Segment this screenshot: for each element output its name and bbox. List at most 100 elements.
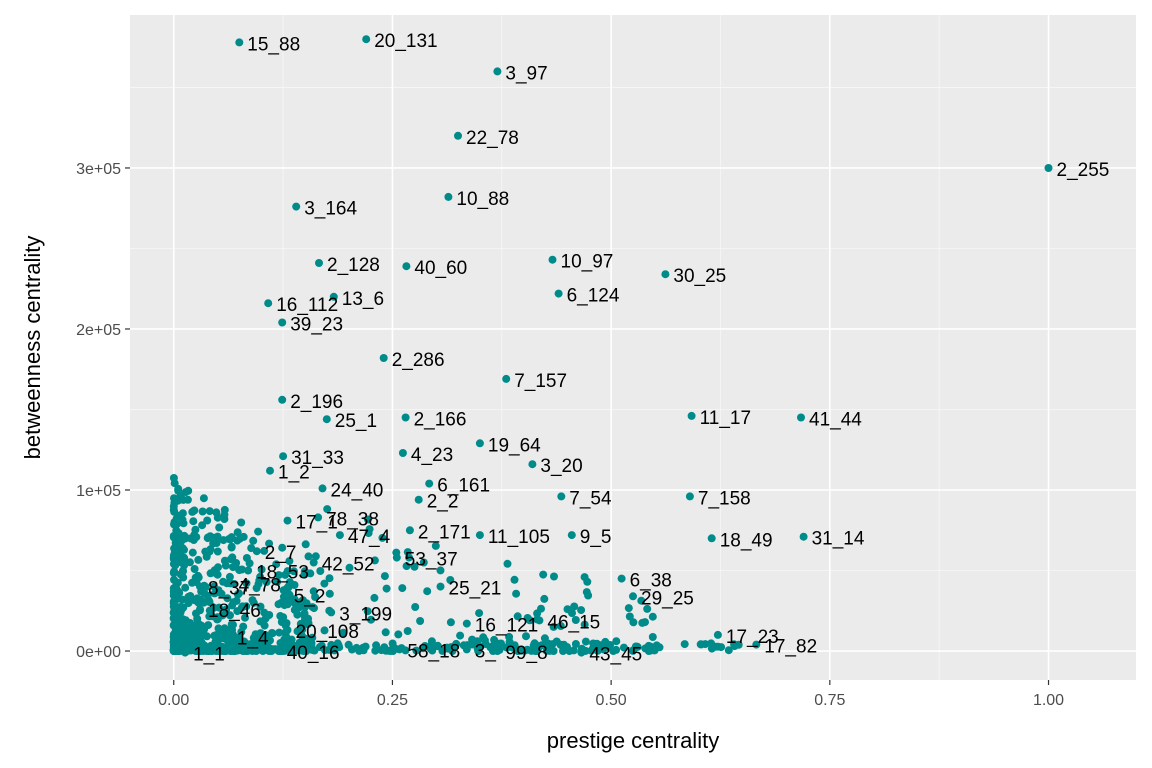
point-label: 6_38 [630, 571, 672, 592]
data-point [402, 562, 411, 571]
point-label: 6_124 [567, 286, 620, 307]
data-point [226, 579, 235, 588]
data-point [236, 641, 245, 649]
data-point [503, 559, 512, 568]
point-label: 10_88 [456, 189, 509, 210]
data-point [281, 570, 290, 579]
point-label: 17_82 [764, 637, 817, 658]
y-axis-title: betweenness centrality [20, 236, 45, 460]
data-point [612, 637, 621, 646]
data-point [213, 643, 222, 652]
point-label: 3_199 [339, 604, 392, 625]
data-point [629, 618, 638, 627]
data-point [293, 627, 302, 636]
data-point [215, 627, 224, 636]
data-point [335, 531, 344, 540]
point-label: 2_7 [265, 543, 297, 564]
point-label: 40_16 [287, 643, 340, 664]
data-point [557, 492, 566, 501]
data-point [411, 603, 420, 611]
data-point [707, 639, 716, 648]
data-point [323, 505, 332, 514]
data-point [402, 262, 411, 271]
x-tick-label: 1.00 [1033, 692, 1064, 709]
point-label: 3_164 [304, 199, 357, 220]
point-label: 10_97 [561, 252, 614, 273]
data-point [262, 578, 271, 586]
data-point [196, 582, 204, 591]
data-point [226, 611, 234, 620]
point-label: 2_128 [327, 255, 380, 276]
data-point [183, 495, 192, 504]
plot-panel [130, 15, 1136, 680]
point-label: 43_45 [589, 645, 642, 666]
data-point [226, 535, 235, 544]
data-point [395, 645, 404, 654]
point-label: 20_131 [374, 31, 437, 52]
data-point [388, 639, 397, 648]
data-point [279, 613, 288, 622]
data-point [235, 534, 244, 543]
data-point [443, 644, 452, 653]
data-point [475, 439, 484, 448]
data-point [263, 638, 272, 647]
x-tick-label: 0.00 [158, 692, 189, 709]
data-point [281, 590, 290, 599]
data-point [222, 605, 231, 614]
data-point [550, 572, 558, 581]
data-point [172, 610, 181, 619]
data-point [205, 606, 214, 615]
data-point [278, 543, 287, 552]
data-point [382, 584, 391, 593]
data-point [260, 546, 269, 555]
point-label: 1_1 [193, 645, 225, 666]
data-point [364, 529, 373, 538]
point-label: 2_286 [392, 350, 445, 371]
data-point [237, 603, 246, 612]
data-point [481, 640, 490, 649]
data-point [237, 565, 246, 574]
data-point [278, 395, 287, 404]
data-point [314, 513, 323, 522]
point-label: 2_2 [427, 492, 459, 513]
data-point [225, 572, 234, 581]
data-point [423, 587, 432, 596]
data-point [200, 625, 209, 634]
point-label: 3_ [475, 641, 497, 662]
data-point [283, 626, 292, 635]
data-point [583, 577, 592, 586]
data-point [505, 632, 514, 641]
data-point [311, 552, 320, 561]
data-point [318, 484, 327, 493]
data-point [398, 449, 407, 457]
data-point [309, 558, 318, 567]
point-label: 25_21 [449, 579, 502, 600]
data-point [363, 607, 372, 616]
point-label: 41_44 [809, 410, 862, 431]
point-label: 24_40 [331, 480, 384, 501]
data-point [344, 640, 353, 649]
data-point [170, 519, 179, 528]
data-point [201, 583, 210, 591]
x-tick-label: 0.75 [814, 692, 845, 709]
data-point [315, 259, 323, 267]
data-point [299, 644, 308, 653]
data-point [252, 644, 261, 653]
data-point [169, 560, 178, 568]
data-point [229, 620, 237, 629]
data-point [629, 592, 637, 601]
data-point [334, 641, 343, 650]
data-point [300, 570, 309, 579]
point-label: 31_33 [291, 448, 344, 469]
point-label: 9_5 [580, 527, 612, 548]
data-point [339, 628, 348, 637]
data-point [254, 527, 263, 536]
data-point [198, 507, 207, 516]
data-point [367, 615, 375, 624]
data-point [577, 606, 586, 615]
data-point [637, 596, 646, 605]
data-point [752, 640, 761, 649]
data-point [452, 639, 461, 648]
data-point [549, 622, 558, 631]
data-point [327, 608, 336, 617]
